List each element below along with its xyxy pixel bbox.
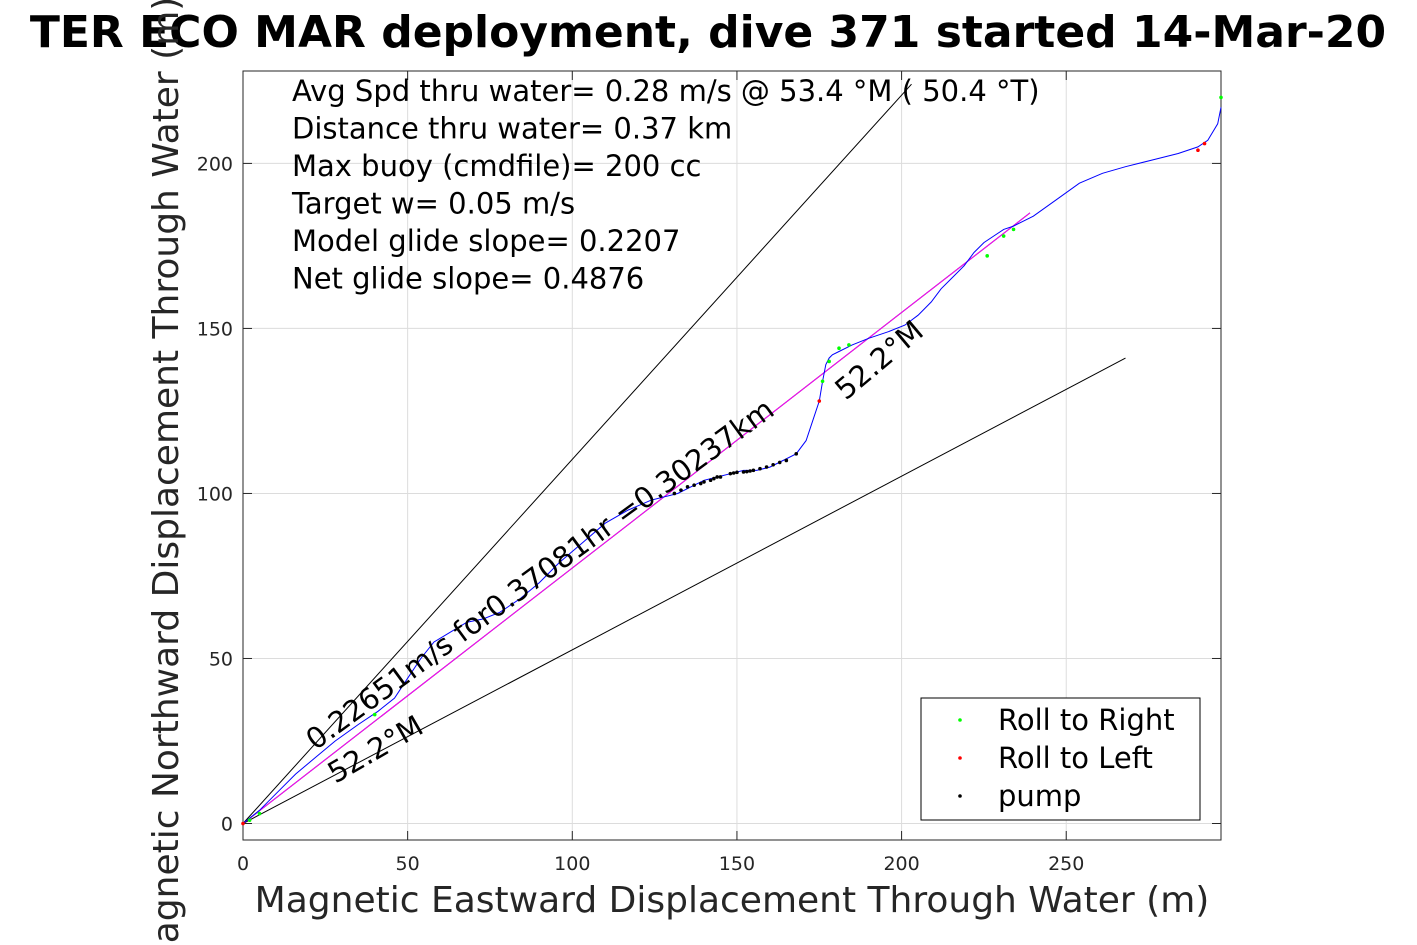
marker-point: [751, 468, 756, 473]
legend-box: [920, 697, 1201, 821]
info-line: Net glide slope= 0.4876: [292, 262, 644, 296]
legend-label: Roll to Left: [998, 741, 1153, 775]
marker-point: [820, 379, 825, 384]
legend-marker: [958, 718, 962, 722]
marker-point: [715, 475, 719, 479]
marker-point: [764, 465, 769, 469]
marker-point: [771, 462, 775, 467]
x-tick-label: 250: [1048, 853, 1084, 875]
marker-point: [685, 485, 690, 489]
marker-point: [794, 452, 799, 456]
marker-point: [698, 481, 703, 486]
x-tick-label: 100: [554, 853, 590, 875]
marker-point: [372, 712, 377, 717]
marker-point: [1202, 141, 1207, 146]
marker-point: [1001, 234, 1006, 238]
info-line: Distance thru water= 0.37 km: [292, 112, 732, 146]
info-text-block: Avg Spd thru water= 0.28 m/s @ 53.4 °M (…: [291, 74, 1040, 296]
marker-point: [817, 399, 822, 403]
x-tick-label: 200: [883, 853, 919, 875]
marker-point: [702, 480, 706, 484]
marker-point: [708, 478, 713, 483]
grid: [242, 71, 1221, 840]
y-tick-label: 50: [209, 648, 233, 670]
marker-point: [758, 466, 762, 471]
info-line: Avg Spd thru water= 0.28 m/s @ 53.4 °M (…: [292, 74, 1040, 108]
info-line: Model glide slope= 0.2207: [292, 224, 680, 258]
marker-point: [728, 471, 733, 476]
legend-label: pump: [998, 779, 1081, 813]
marker-point: [257, 811, 262, 816]
axes-box: [242, 70, 1222, 841]
legend-marker: [958, 756, 962, 760]
legend-label: Roll to Right: [998, 703, 1175, 737]
y-tick-label: 150: [197, 318, 233, 340]
y-axis-label: Magnetic Northward Displacement Through …: [146, 0, 187, 945]
y-tick-label: 200: [197, 153, 233, 175]
marker-point: [672, 491, 677, 496]
marker-point: [1196, 148, 1200, 153]
marker-point: [731, 471, 736, 475]
marker-point: [837, 346, 841, 351]
chart-title: TER ECO MAR deployment, dive 371 started…: [30, 7, 1386, 58]
y-tick-label: 0: [221, 813, 233, 835]
x-tick-label: 50: [396, 853, 420, 875]
ticks: 0 50 100 150 200 250 0 50 100 150 200: [197, 71, 1221, 875]
marker-point: [777, 460, 782, 465]
marker-point: [718, 475, 723, 479]
marker-point: [745, 469, 749, 474]
x-tick-label: 0: [237, 853, 249, 875]
info-line: Target w= 0.05 m/s: [291, 187, 575, 221]
marker-point: [679, 488, 683, 492]
reference-line: [242, 83, 912, 824]
legend: Roll to Right Roll to Left pump: [920, 697, 1201, 821]
marker-point: [692, 483, 696, 488]
annotation-label: 0.22651m/s for0.37081hr =0.30237km: [299, 392, 780, 757]
x-tick-label: 150: [719, 853, 755, 875]
legend-marker: [958, 794, 962, 798]
marker-point: [1219, 95, 1223, 100]
marker-point: [735, 470, 739, 475]
marker-point: [247, 818, 252, 822]
reference-line: [242, 357, 1126, 824]
model-glide-line: [242, 212, 1031, 824]
marker-point: [712, 476, 716, 481]
marker-point: [985, 254, 990, 258]
info-line: Max buoy (cmdfile)= 200 cc: [292, 149, 701, 183]
marker-point: [827, 359, 831, 364]
marker-point: [1011, 227, 1016, 232]
marker-point: [741, 470, 746, 474]
marker-point: [784, 458, 789, 463]
annotation-label: 52.2°M: [828, 313, 930, 406]
y-tick-label: 100: [197, 483, 233, 505]
marker-point: [241, 821, 245, 826]
x-axis-label: Magnetic Eastward Displacement Through W…: [255, 880, 1210, 921]
marker-point: [847, 343, 851, 347]
marker-point: [748, 469, 752, 473]
